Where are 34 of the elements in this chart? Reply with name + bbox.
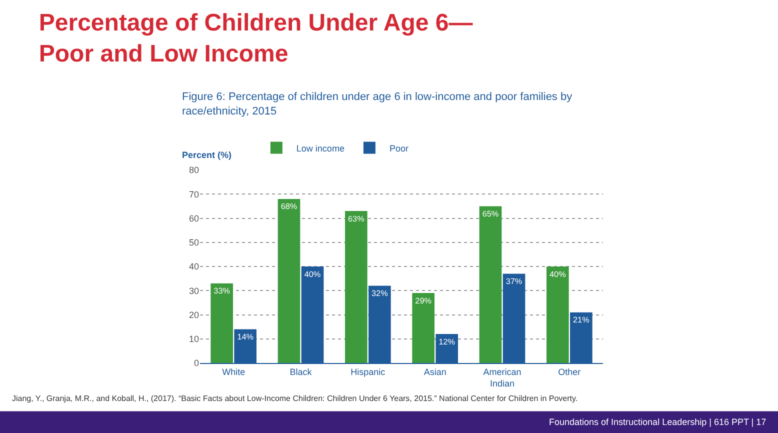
y-tick-label: 60 [188, 213, 199, 224]
data-label: 63% [348, 214, 364, 224]
y-tick-label: 20 [188, 310, 199, 320]
x-tick-label: Black [290, 366, 312, 377]
data-label: 40% [304, 270, 321, 279]
text: Jiang, Y., Granja, M.R., and Koball, H., (2017). “Basic Facts about Low-Income Children: Children Under 6 Years, 2015.” National Center for Children in Poverty. [12, 394, 578, 403]
data-label: 21% [573, 316, 590, 325]
x-tick-label: Hispanic [350, 366, 386, 377]
chart-title: Percentage of Children Under Age 6— Poor and Low Income [38, 9, 473, 68]
data-label: 32% [372, 289, 388, 298]
data-label: 65% [482, 209, 499, 218]
data-label: 33% [214, 286, 230, 296]
text: Foundations of Instructional Leadership | 616 PPT | 17 [549, 417, 766, 427]
data-label: 68% [280, 202, 298, 212]
x-tick-label: White [222, 366, 246, 377]
data-label: 40% [550, 270, 566, 279]
x-tick-label: American Indian [483, 366, 522, 388]
legend-label: Poor [389, 143, 408, 154]
x-tick-label: Asian [424, 366, 446, 377]
y-tick-label: 40 [188, 262, 199, 272]
x-tick-label: Other [558, 366, 581, 377]
data-label: 37% [506, 276, 522, 286]
y-tick-label: 50 [188, 238, 199, 248]
y-tick-label: 30 [188, 286, 199, 296]
data-label: 12% [438, 337, 455, 346]
y-tick-label: 80 [188, 165, 199, 176]
chart-subtitle: Figure 6: Percentage of children under age 6 in low-income and poor families by race/ethnicity, 2015 [182, 91, 573, 118]
legend-label: Low income [296, 143, 344, 154]
data-label: 29% [415, 296, 432, 306]
y-axis-title: Percent (%) [182, 150, 232, 160]
y-tick-label: 0 [194, 358, 199, 368]
data-label: 14% [237, 332, 254, 342]
y-tick-label: 10 [188, 334, 199, 344]
y-tick-label: 70 [188, 189, 199, 200]
